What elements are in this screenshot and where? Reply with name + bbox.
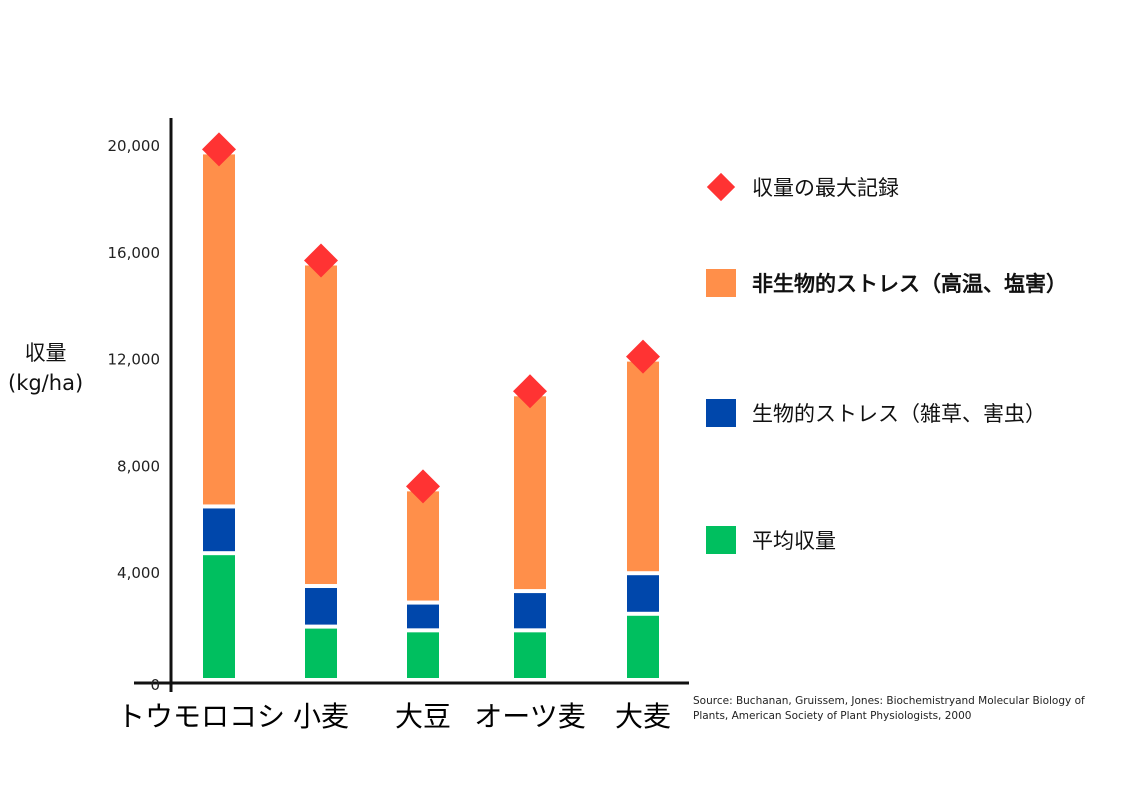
diamond-icon: [706, 172, 736, 202]
source-line-1: Source: Buchanan, Gruissem, Jones: Bioch…: [693, 695, 1085, 707]
y-tick-label: 0: [150, 676, 160, 694]
category-label: オーツ麦: [474, 700, 585, 733]
bar-segment-average-yield: [202, 554, 236, 679]
bar-segment-biotic-stress: [626, 574, 660, 613]
max-yield-marker: [304, 243, 338, 278]
bar-segment-abiotic-stress: [406, 490, 440, 602]
y-axis-label-line2: (kg/ha): [8, 371, 84, 395]
bar-segment-average-yield: [513, 631, 547, 680]
category-label: 小麦: [293, 700, 349, 733]
legend-label: 平均収量: [752, 529, 836, 553]
bar-segment-abiotic-stress: [513, 395, 547, 591]
max-yield-marker: [513, 374, 547, 409]
bar-segment-biotic-stress: [202, 507, 236, 553]
bar-segment-abiotic-stress: [304, 264, 338, 586]
bar-segment-average-yield: [626, 614, 660, 679]
bar-segment-biotic-stress: [406, 603, 440, 630]
legend-label: 非生物的ストレス（高温、塩害）: [752, 272, 1067, 296]
legend-label: 生物的ストレス（雑草、害虫）: [752, 402, 1046, 426]
bars: [202, 153, 660, 680]
axes: [134, 118, 689, 690]
bar-segment-biotic-stress: [304, 587, 338, 626]
y-tick-label: 4,000: [117, 564, 160, 582]
max-yield-marker: [406, 469, 440, 504]
legend-label: 収量の最大記録: [752, 176, 899, 200]
legend-item-max-yield: 収量の最大記録: [706, 172, 899, 202]
bar-segment-average-yield: [304, 627, 338, 679]
source-line-2: Plants, American Society of Plant Physio…: [693, 710, 972, 722]
legend-item-biotic-stress: 生物的ストレス（雑草、害虫）: [706, 398, 1046, 428]
y-axis-label-line1: 収量: [24, 341, 67, 365]
max-yield-marker: [626, 339, 660, 374]
y-tick-label: 16,000: [108, 244, 161, 262]
source-citation: Source: Buchanan, Gruissem, Jones: Bioch…: [693, 694, 1118, 724]
orange-square-icon: [706, 269, 736, 297]
stacked-bar-chart: 0 4,000 8,000 12,000 16,000 20,000 トウモロコシ 小麦 大豆…: [108, 118, 689, 733]
max-yield-markers: [202, 132, 660, 504]
category-label: 大麦: [615, 700, 671, 733]
y-axis-label: 収量 (kg/ha): [8, 338, 83, 398]
max-yield-marker: [202, 132, 236, 167]
bar-segment-abiotic-stress: [626, 360, 660, 573]
category-label: 大豆: [395, 700, 451, 733]
y-tick-label: 8,000: [117, 457, 160, 475]
y-tick-label: 20,000: [108, 137, 161, 155]
category-label: トウモロコシ: [117, 700, 285, 733]
green-square-icon: [706, 526, 736, 554]
y-tick-labels: 0 4,000 8,000 12,000 16,000 20,000: [108, 137, 161, 694]
category-labels: トウモロコシ 小麦 大豆 オーツ麦 大麦: [117, 683, 671, 733]
bar-segment-abiotic-stress: [202, 153, 236, 506]
legend-item-average-yield: 平均収量: [706, 525, 836, 555]
legend-item-abiotic-stress: 非生物的ストレス（高温、塩害）: [706, 268, 1067, 298]
bar-segment-average-yield: [406, 631, 440, 680]
blue-square-icon: [706, 399, 736, 427]
bar-segment-biotic-stress: [513, 592, 547, 630]
y-tick-label: 12,000: [108, 351, 161, 369]
